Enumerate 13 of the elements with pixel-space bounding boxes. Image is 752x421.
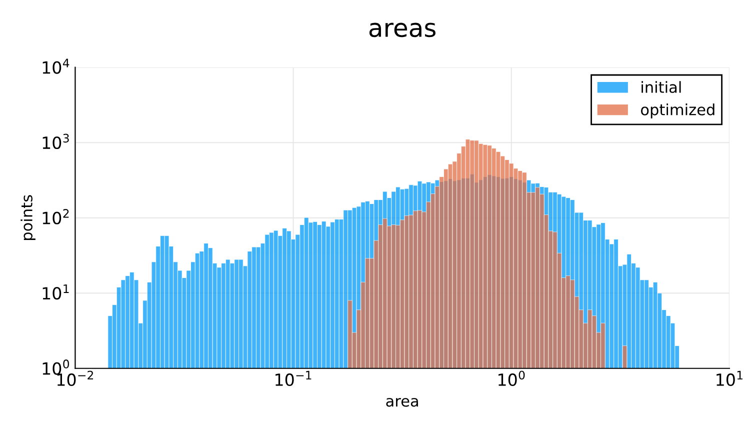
y-axis-title: points xyxy=(20,195,36,240)
legend-label: optimized xyxy=(641,104,714,118)
y-tick-label: 10$^{0}$ xyxy=(42,360,70,375)
x-axis-title: area xyxy=(386,398,418,407)
x-tick-label: 10$^{0}$ xyxy=(498,370,525,386)
y-tick-label: 10$^{3}$ xyxy=(42,134,69,150)
x-tick-label: 10$^{1}$ xyxy=(716,370,742,386)
legend-label: initial xyxy=(642,81,681,93)
chart-title: areas xyxy=(369,22,436,38)
y-tick-label: 10$^{2}$ xyxy=(42,209,69,224)
x-tick-label: 10$^{−1}$ xyxy=(276,370,312,386)
y-tick-label: 10$^{1}$ xyxy=(42,284,69,300)
y-tick-label: 10$^{4}$ xyxy=(42,58,70,74)
